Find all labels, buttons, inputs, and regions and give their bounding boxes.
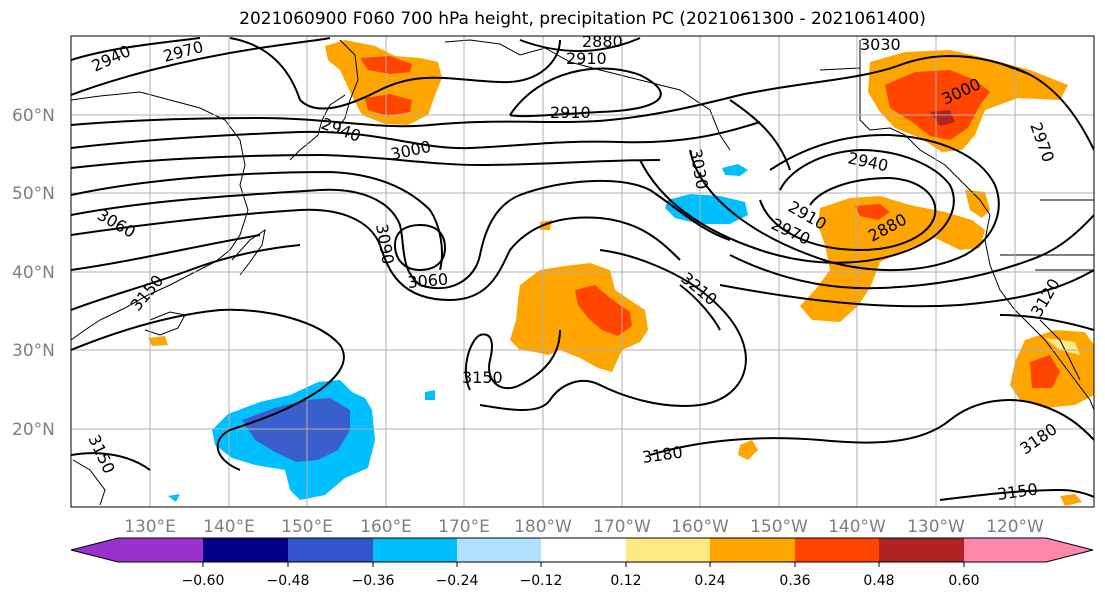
colorbar-tick: −0.12	[520, 573, 563, 589]
colorbar-swatch	[118, 538, 203, 562]
lon-label: 130°W	[907, 517, 965, 537]
colorbar-swatch	[373, 538, 457, 562]
coastlines	[71, 39, 1094, 506]
lon-label: 130°E	[124, 517, 176, 537]
contour-label: 2910	[550, 103, 591, 122]
colorbar-tick: 0.24	[694, 573, 725, 589]
lat-label: 20°N	[12, 420, 55, 440]
lon-label: 150°E	[281, 517, 333, 537]
graticule	[71, 36, 1094, 507]
lon-label: 180°W	[514, 517, 572, 537]
colorbar-tick: −0.24	[436, 573, 479, 589]
colorbar-swatch	[71, 538, 118, 562]
colorbar-swatch	[964, 538, 1046, 562]
contour-label: 3060	[407, 270, 449, 292]
plot-frame	[70, 35, 1095, 508]
colorbar-swatch	[1046, 538, 1093, 562]
lat-label: 60°N	[12, 106, 55, 126]
colorbar-tick: 0.48	[863, 573, 894, 589]
lat-label: 40°N	[12, 263, 55, 283]
colorbar-swatch	[879, 538, 964, 562]
map-title: 2021060900 F060 700 hPa height, precipit…	[239, 9, 926, 29]
contour-label: 2910	[566, 49, 607, 68]
contour-label: 2880	[582, 32, 623, 51]
colorbar: −0.60 −0.48 −0.36 −0.24 −0.12 0.12 0.24 …	[70, 537, 1094, 589]
lon-label: 120°W	[986, 517, 1044, 537]
precip-shading	[148, 40, 1094, 506]
colorbar-swatch	[710, 538, 795, 562]
lon-label: 160°W	[671, 517, 729, 537]
height-contours	[71, 37, 1094, 501]
colorbar-tick: 0.60	[948, 573, 979, 589]
contour-label: 3030	[860, 35, 901, 54]
lon-label: 170°W	[593, 517, 651, 537]
colorbar-tick: 0.12	[610, 573, 641, 589]
lon-label: 160°E	[360, 517, 412, 537]
lon-label: 140°W	[828, 517, 886, 537]
colorbar-outline	[70, 537, 1094, 563]
longitude-labels: 130°E 140°E 150°E 160°E 170°E 180°W 170°…	[124, 517, 1044, 537]
colorbar-swatch	[541, 538, 626, 562]
lon-label: 150°W	[750, 517, 808, 537]
colorbar-tick: 0.36	[779, 573, 810, 589]
lon-label: 140°E	[203, 517, 255, 537]
colorbar-swatch	[795, 538, 879, 562]
colorbar-tick: −0.60	[182, 573, 225, 589]
colorbar-swatch	[203, 538, 288, 562]
lat-label: 30°N	[12, 341, 55, 361]
colorbar-tick: −0.48	[267, 573, 310, 589]
lon-label: 170°E	[438, 517, 490, 537]
colorbar-swatch	[457, 538, 541, 562]
contour-label: 3150	[462, 368, 503, 387]
latitude-labels: 60°N 50°N 40°N 30°N 20°N	[12, 106, 55, 440]
colorbar-tick: −0.36	[352, 573, 395, 589]
colorbar-swatch	[288, 538, 373, 562]
lat-label: 50°N	[12, 184, 55, 204]
colorbar-swatch	[626, 538, 710, 562]
